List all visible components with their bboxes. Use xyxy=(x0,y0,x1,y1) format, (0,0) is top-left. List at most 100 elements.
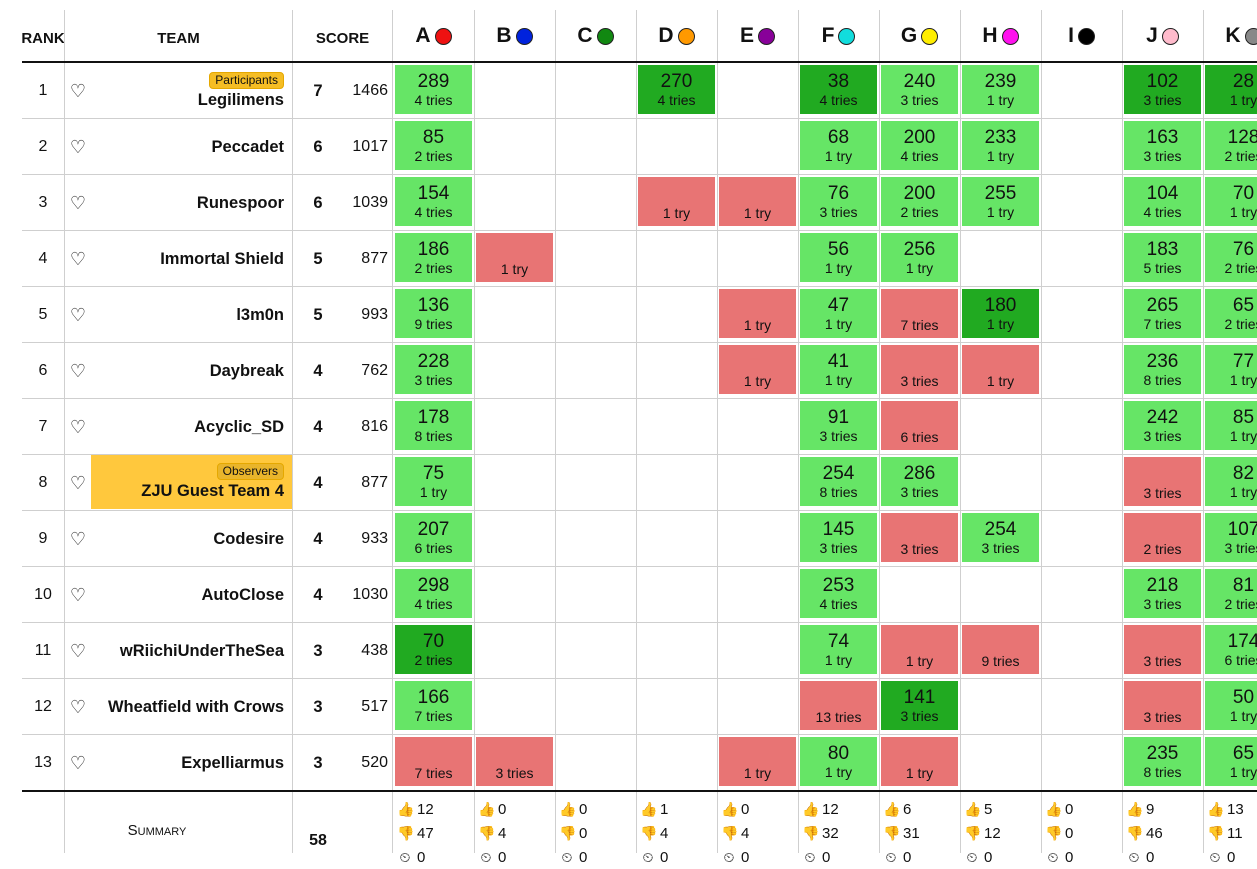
team-name[interactable]: Expelliarmus xyxy=(181,753,284,772)
problem-cell-h[interactable]: 9 tries xyxy=(962,625,1039,674)
problem-cell-e[interactable]: 1 try xyxy=(719,345,796,394)
team-name[interactable]: AutoClose xyxy=(201,585,285,604)
problem-cell-b[interactable]: 1 try xyxy=(476,233,553,282)
team-name[interactable]: wRiichiUnderTheSea xyxy=(119,641,284,660)
team-cell[interactable]: Daybreak xyxy=(91,343,292,399)
problem-cell-d[interactable]: 1 try xyxy=(638,177,715,226)
team-cell[interactable]: AutoClose xyxy=(91,567,292,623)
problem-cell-b[interactable]: 3 tries xyxy=(476,737,553,786)
team-cell[interactable]: Participants Legilimens xyxy=(91,63,292,119)
problem-cell-f[interactable]: 41 1 try xyxy=(800,345,877,394)
problem-cell-a[interactable]: 166 7 tries xyxy=(395,681,472,730)
team-name[interactable]: Runespoor xyxy=(196,193,284,212)
problem-header-e[interactable]: E xyxy=(717,10,798,62)
problem-cell-g[interactable]: 3 tries xyxy=(881,345,958,394)
team-cell[interactable]: Wheatfield with Crows xyxy=(91,679,292,735)
problem-cell-a[interactable]: 186 2 tries xyxy=(395,233,472,282)
heart-icon[interactable]: ♡ xyxy=(69,416,87,437)
problem-cell-f[interactable]: 76 3 tries xyxy=(800,177,877,226)
heart-icon[interactable]: ♡ xyxy=(69,472,87,493)
problem-cell-j[interactable]: 2 tries xyxy=(1124,513,1201,562)
problem-cell-e[interactable]: 1 try xyxy=(719,177,796,226)
problem-cell-a[interactable]: 154 4 tries xyxy=(395,177,472,226)
problem-cell-j[interactable]: 104 4 tries xyxy=(1124,177,1201,226)
problem-cell-j[interactable]: 3 tries xyxy=(1124,457,1201,506)
problem-cell-h[interactable]: 239 1 try xyxy=(962,65,1039,114)
problem-cell-a[interactable]: 7 tries xyxy=(395,737,472,786)
problem-header-g[interactable]: G xyxy=(879,10,960,62)
problem-cell-f[interactable]: 74 1 try xyxy=(800,625,877,674)
team-name[interactable]: Acyclic_SD xyxy=(194,417,284,436)
problem-header-j[interactable]: J xyxy=(1122,10,1203,62)
problem-cell-j[interactable]: 265 7 tries xyxy=(1124,289,1201,338)
problem-cell-a[interactable]: 70 2 tries xyxy=(395,625,472,674)
team-cell[interactable]: Runespoor xyxy=(91,175,292,231)
problem-cell-j[interactable]: 236 8 tries xyxy=(1124,345,1201,394)
problem-cell-a[interactable]: 75 1 try xyxy=(395,457,472,506)
team-name[interactable]: Wheatfield with Crows xyxy=(107,697,284,716)
problem-cell-h[interactable]: 1 try xyxy=(962,345,1039,394)
problem-cell-g[interactable]: 256 1 try xyxy=(881,233,958,282)
problem-cell-e[interactable]: 1 try xyxy=(719,737,796,786)
problem-cell-f[interactable]: 13 tries xyxy=(800,681,877,730)
team-name[interactable]: Legilimens xyxy=(197,91,284,109)
problem-cell-a[interactable]: 85 2 tries xyxy=(395,121,472,170)
team-cell[interactable]: Immortal Shield xyxy=(91,231,292,287)
problem-cell-a[interactable]: 289 4 tries xyxy=(395,65,472,114)
problem-cell-k[interactable]: 85 1 try xyxy=(1205,401,1257,450)
problem-cell-g[interactable]: 286 3 tries xyxy=(881,457,958,506)
problem-cell-j[interactable]: 242 3 tries xyxy=(1124,401,1201,450)
problem-cell-k[interactable]: 812 tries xyxy=(1205,569,1257,618)
team-name[interactable]: Peccadet xyxy=(211,137,284,156)
problem-cell-f[interactable]: 80 1 try xyxy=(800,737,877,786)
problem-cell-f[interactable]: 47 1 try xyxy=(800,289,877,338)
problem-cell-a[interactable]: 178 8 tries xyxy=(395,401,472,450)
problem-cell-k[interactable]: 70 1 try xyxy=(1205,177,1257,226)
problem-cell-g[interactable]: 3 tries xyxy=(881,513,958,562)
heart-icon[interactable]: ♡ xyxy=(69,752,87,773)
problem-cell-f[interactable]: 38 4 tries xyxy=(800,65,877,114)
problem-cell-k[interactable]: 50 1 try xyxy=(1205,681,1257,730)
team-name[interactable]: ZJU Guest Team 4 xyxy=(141,482,284,500)
problem-cell-g[interactable]: 1 try xyxy=(881,625,958,674)
problem-cell-f[interactable]: 91 3 tries xyxy=(800,401,877,450)
team-cell[interactable]: Codesire xyxy=(91,511,292,567)
problem-cell-k[interactable]: 28 1 try xyxy=(1205,65,1257,114)
problem-cell-g[interactable]: 6 tries xyxy=(881,401,958,450)
team-cell[interactable]: Observers ZJU Guest Team 4 xyxy=(91,455,292,509)
problem-cell-g[interactable]: 7 tries xyxy=(881,289,958,338)
problem-header-i[interactable]: I xyxy=(1041,10,1122,62)
problem-cell-j[interactable]: 102 3 tries xyxy=(1124,65,1201,114)
heart-icon[interactable]: ♡ xyxy=(69,304,87,325)
team-cell[interactable]: Expelliarmus xyxy=(91,735,292,791)
problem-cell-a[interactable]: 207 6 tries xyxy=(395,513,472,562)
problem-cell-f[interactable]: 56 1 try xyxy=(800,233,877,282)
problem-cell-f[interactable]: 254 8 tries xyxy=(800,457,877,506)
problem-cell-g[interactable]: 200 2 tries xyxy=(881,177,958,226)
problem-header-f[interactable]: F xyxy=(798,10,879,62)
problem-cell-f[interactable]: 253 4 tries xyxy=(800,569,877,618)
problem-cell-a[interactable]: 298 4 tries xyxy=(395,569,472,618)
problem-cell-g[interactable]: 200 4 tries xyxy=(881,121,958,170)
problem-cell-a[interactable]: 228 3 tries xyxy=(395,345,472,394)
team-cell[interactable]: Acyclic_SD xyxy=(91,399,292,455)
problem-header-b[interactable]: B xyxy=(474,10,555,62)
heart-icon[interactable]: ♡ xyxy=(69,528,87,549)
problem-header-h[interactable]: H xyxy=(960,10,1041,62)
team-name[interactable]: Codesire xyxy=(213,529,284,548)
problem-cell-g[interactable]: 141 3 tries xyxy=(881,681,958,730)
problem-cell-h[interactable]: 233 1 try xyxy=(962,121,1039,170)
problem-cell-g[interactable]: 1 try xyxy=(881,737,958,786)
heart-icon[interactable]: ♡ xyxy=(69,192,87,213)
problem-cell-j[interactable]: 163 3 tries xyxy=(1124,121,1201,170)
problem-cell-h[interactable]: 180 1 try xyxy=(962,289,1039,338)
problem-cell-f[interactable]: 145 3 tries xyxy=(800,513,877,562)
team-name[interactable]: Immortal Shield xyxy=(160,249,284,268)
problem-cell-k[interactable]: 652 tries xyxy=(1205,289,1257,338)
problem-cell-h[interactable]: 254 3 tries xyxy=(962,513,1039,562)
team-cell[interactable]: Peccadet xyxy=(91,119,292,175)
problem-cell-j[interactable]: 235 8 tries xyxy=(1124,737,1201,786)
